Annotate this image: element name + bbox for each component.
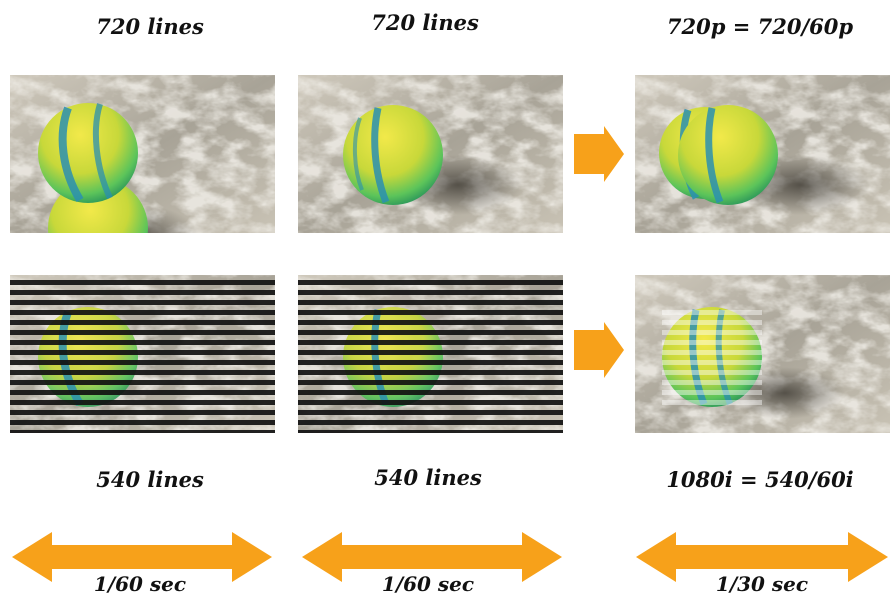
time-label-1: 1/60 sec — [93, 572, 187, 596]
top-label-1: 720 lines — [96, 14, 204, 39]
bottom-label-1: 540 lines — [96, 467, 204, 492]
progressive-frame-2 — [298, 75, 563, 233]
bottom-label-2: 540 lines — [374, 465, 482, 490]
top-label-2: 720 lines — [371, 10, 479, 35]
arrow-right-top — [574, 126, 624, 182]
bottom-label-3: 1080i = 540/60i — [666, 467, 854, 492]
arrow-right-bottom — [574, 322, 624, 378]
time-label-3: 1/30 sec — [715, 572, 809, 596]
interlaced-field-2 — [298, 275, 563, 433]
interlaced-combined-frame — [635, 275, 890, 433]
top-label-3: 720p = 720/60p — [666, 14, 854, 39]
double-arrow-2 — [302, 532, 562, 582]
double-arrow-1 — [12, 532, 272, 582]
double-arrow-3 — [636, 532, 888, 582]
time-label-2: 1/60 sec — [381, 572, 475, 596]
progressive-combined-frame — [635, 75, 890, 233]
interlaced-field-1 — [10, 275, 275, 433]
progressive-frame-1 — [10, 75, 275, 233]
